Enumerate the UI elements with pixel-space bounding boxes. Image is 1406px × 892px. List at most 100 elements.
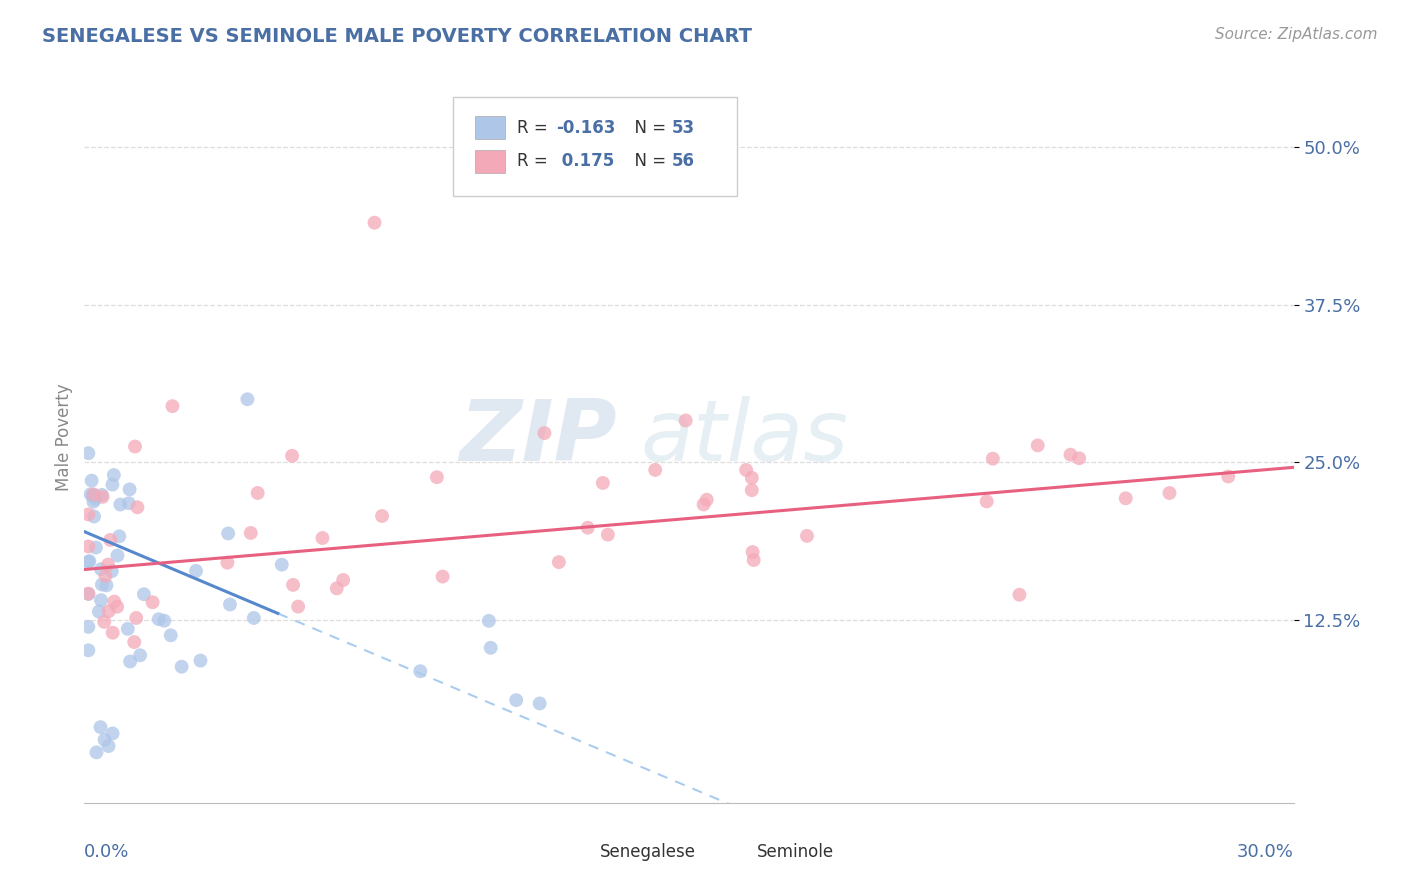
Point bbox=[246, 486, 269, 500]
Point bbox=[170, 659, 193, 673]
Point bbox=[127, 500, 149, 515]
Point bbox=[153, 614, 176, 628]
Point bbox=[117, 622, 139, 636]
Point bbox=[79, 487, 101, 501]
Point bbox=[90, 488, 112, 502]
Text: 56: 56 bbox=[672, 153, 695, 170]
Text: N =: N = bbox=[624, 153, 671, 170]
Text: 0.175: 0.175 bbox=[555, 153, 614, 170]
Point bbox=[692, 498, 714, 512]
Text: SENEGALESE VS SEMINOLE MALE POVERTY CORRELATION CHART: SENEGALESE VS SEMINOLE MALE POVERTY CORR… bbox=[42, 27, 752, 45]
Point bbox=[741, 545, 763, 559]
Point bbox=[142, 595, 165, 609]
Point bbox=[1115, 491, 1137, 506]
Point bbox=[217, 526, 239, 541]
Point bbox=[1069, 451, 1091, 466]
Point bbox=[101, 477, 124, 491]
Point bbox=[162, 399, 184, 413]
Point bbox=[82, 494, 104, 508]
Point bbox=[83, 509, 105, 524]
Point bbox=[409, 664, 432, 678]
Point bbox=[270, 558, 292, 572]
Point bbox=[118, 483, 141, 497]
Point bbox=[87, 605, 110, 619]
Point bbox=[132, 587, 155, 601]
Text: R =: R = bbox=[517, 119, 553, 136]
Point bbox=[742, 553, 765, 567]
Point bbox=[97, 558, 120, 572]
Point bbox=[77, 587, 100, 601]
Point bbox=[281, 578, 304, 592]
Point bbox=[93, 732, 115, 747]
Point bbox=[84, 541, 107, 555]
Point bbox=[125, 611, 148, 625]
Text: 30.0%: 30.0% bbox=[1237, 843, 1294, 861]
Point bbox=[122, 635, 145, 649]
Point bbox=[1008, 588, 1031, 602]
Y-axis label: Male Poverty: Male Poverty bbox=[55, 384, 73, 491]
Point bbox=[159, 628, 181, 642]
Bar bbox=[475, 150, 505, 173]
Point bbox=[236, 392, 259, 407]
Point bbox=[148, 612, 170, 626]
Point bbox=[796, 529, 818, 543]
Point bbox=[77, 540, 100, 554]
Bar bbox=[725, 843, 747, 862]
Point bbox=[83, 487, 105, 501]
Point bbox=[311, 531, 333, 545]
Point bbox=[110, 498, 132, 512]
Point bbox=[478, 614, 501, 628]
Point bbox=[97, 739, 120, 753]
Point bbox=[592, 475, 614, 490]
Point bbox=[426, 470, 449, 484]
Point bbox=[94, 569, 117, 583]
Point bbox=[97, 604, 120, 618]
Point bbox=[82, 489, 104, 503]
Text: Senegalese: Senegalese bbox=[599, 843, 696, 861]
Text: N =: N = bbox=[624, 119, 671, 136]
Point bbox=[976, 494, 998, 508]
Point bbox=[107, 549, 129, 563]
Text: ZIP: ZIP bbox=[458, 395, 616, 479]
Point bbox=[77, 587, 100, 601]
Point bbox=[101, 726, 124, 740]
Point bbox=[86, 745, 108, 759]
Point bbox=[735, 463, 758, 477]
Point bbox=[101, 625, 124, 640]
Point bbox=[596, 527, 619, 541]
Point bbox=[644, 463, 666, 477]
Point bbox=[105, 599, 128, 614]
Point bbox=[77, 508, 100, 522]
Point bbox=[90, 593, 112, 607]
Point bbox=[90, 562, 112, 576]
Point bbox=[90, 577, 112, 591]
Point bbox=[129, 648, 152, 663]
Point bbox=[363, 216, 385, 230]
Text: Source: ZipAtlas.com: Source: ZipAtlas.com bbox=[1215, 27, 1378, 42]
Point bbox=[217, 556, 239, 570]
Point bbox=[741, 483, 763, 498]
Point bbox=[547, 555, 569, 569]
Point bbox=[83, 488, 105, 502]
Point bbox=[120, 655, 142, 669]
Point bbox=[219, 598, 242, 612]
Point bbox=[98, 533, 121, 547]
FancyBboxPatch shape bbox=[453, 97, 737, 195]
Text: 0.0%: 0.0% bbox=[84, 843, 129, 861]
Point bbox=[287, 599, 309, 614]
Point bbox=[1026, 438, 1049, 452]
Point bbox=[89, 720, 111, 734]
Point bbox=[79, 554, 101, 568]
Point bbox=[96, 578, 118, 592]
Point bbox=[696, 492, 718, 507]
Bar bbox=[475, 116, 505, 139]
Point bbox=[981, 451, 1004, 466]
Point bbox=[100, 564, 122, 578]
Point bbox=[1059, 448, 1081, 462]
Point bbox=[332, 573, 354, 587]
Point bbox=[77, 620, 100, 634]
Point bbox=[243, 611, 266, 625]
Point bbox=[505, 693, 527, 707]
Point bbox=[1159, 486, 1181, 500]
Point bbox=[80, 474, 103, 488]
